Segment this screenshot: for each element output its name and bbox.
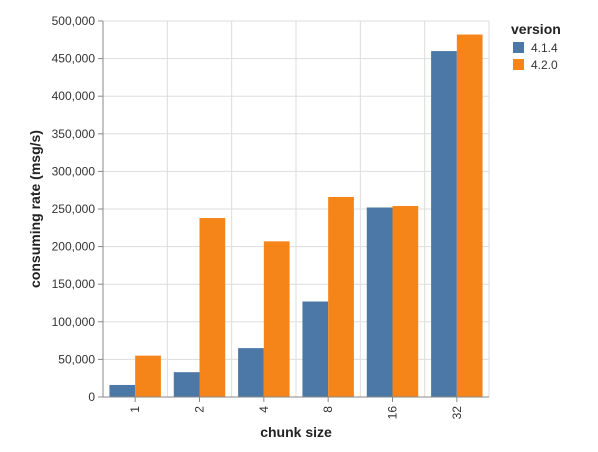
legend-label: 4.1.4 — [531, 41, 558, 55]
y-tick-label: 250,000 — [52, 202, 96, 216]
y-tick-label: 0 — [88, 390, 95, 404]
x-tick-label: 1 — [128, 406, 142, 413]
x-axis-title: chunk size — [260, 424, 332, 440]
bar-4.2.0-8 — [328, 196, 354, 397]
y-tick-label: 450,000 — [52, 52, 96, 66]
y-tick-label: 50,000 — [58, 352, 95, 366]
legend: version 4.1.4 4.2.0 — [511, 21, 561, 72]
x-tick-labels: 1 2 4 8 16 32 — [128, 397, 464, 419]
bar-4.1.4-4 — [238, 348, 264, 397]
y-tick-label: 100,000 — [52, 315, 96, 329]
y-axis-title: consuming rate (msg/s) — [27, 130, 43, 288]
bar-4.2.0-1 — [135, 355, 161, 397]
y-tick-labels: 0 50,000 100,000 150,000 200,000 250,000 300,0… — [52, 14, 103, 404]
legend-title: version — [511, 21, 561, 37]
x-tick-label: 16 — [386, 406, 400, 420]
x-tick-label: 32 — [450, 406, 464, 420]
x-tick-label: 4 — [257, 406, 271, 413]
y-tick-label: 150,000 — [52, 277, 96, 291]
bar-4.2.0-4 — [263, 241, 290, 397]
bar-4.1.4-8 — [302, 301, 329, 397]
x-tick-label: 8 — [321, 406, 335, 413]
bar-4.2.0-16 — [392, 205, 419, 397]
y-tick-label: 300,000 — [52, 164, 96, 178]
bars — [109, 34, 483, 398]
legend-items: 4.1.4 4.2.0 — [513, 41, 558, 72]
bar-4.1.4-2 — [173, 372, 200, 397]
y-tick-label: 200,000 — [52, 240, 96, 254]
y-tick-label: 350,000 — [52, 127, 96, 141]
bar-4.1.4-16 — [366, 207, 393, 397]
y-tick-label: 500,000 — [52, 14, 96, 28]
legend-label: 4.2.0 — [531, 58, 558, 72]
legend-swatch — [513, 42, 524, 53]
bar-4.1.4-32 — [431, 51, 457, 398]
x-tick-label: 2 — [193, 406, 207, 413]
legend-swatch — [513, 59, 524, 70]
bar-4.2.0-32 — [456, 34, 483, 397]
y-tick-label: 400,000 — [52, 89, 96, 103]
bar-4.2.0-2 — [199, 218, 226, 397]
bar-4.1.4-1 — [109, 384, 136, 397]
